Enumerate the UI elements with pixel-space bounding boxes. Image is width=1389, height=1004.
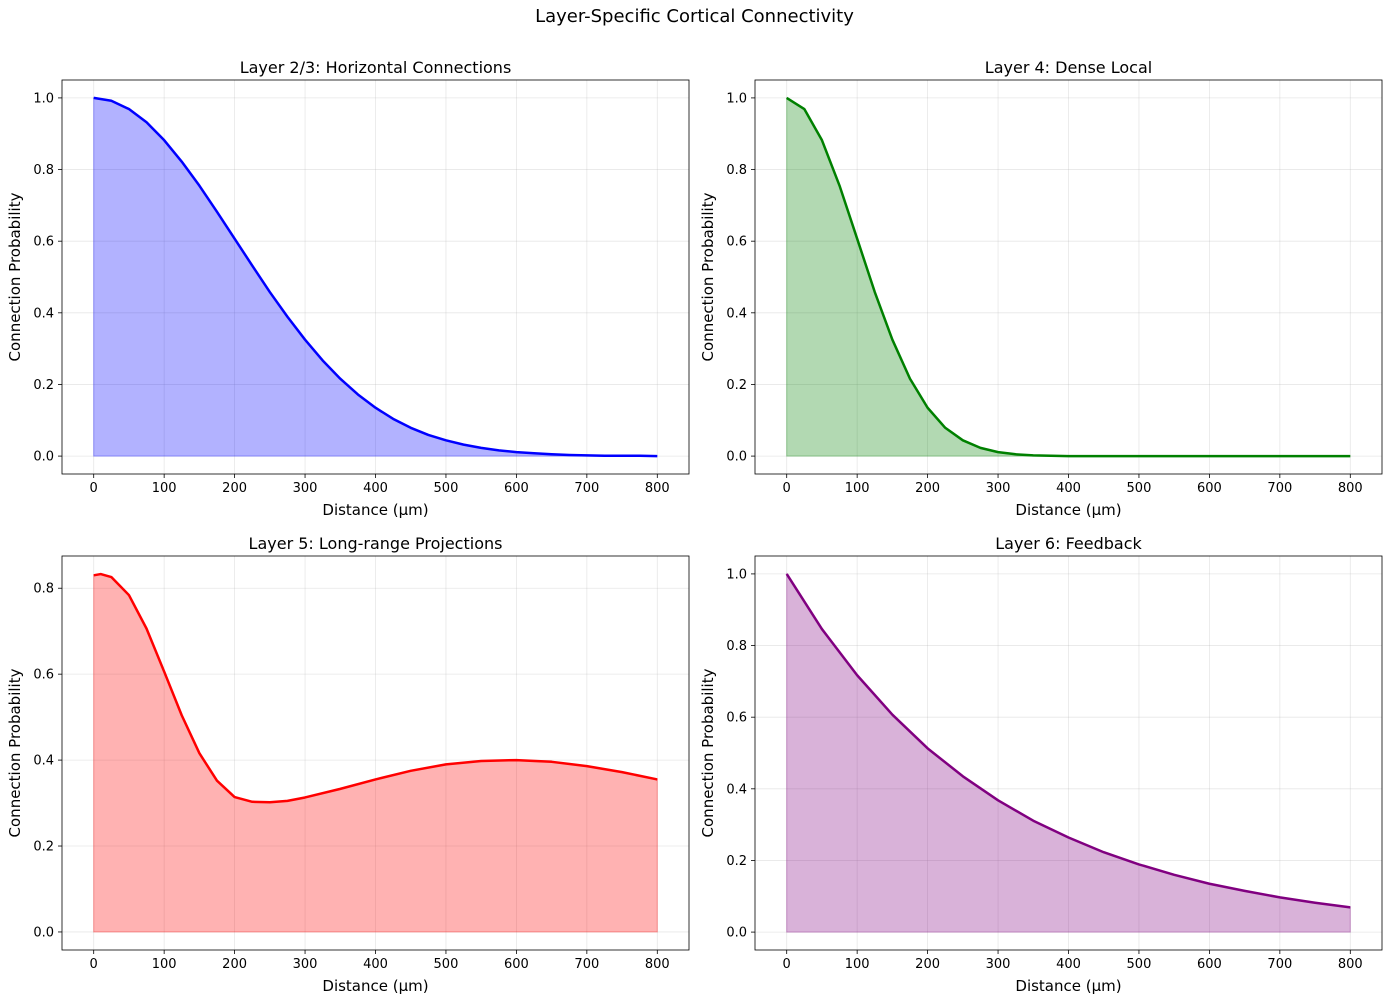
subplot-title: Layer 5: Long-range Projections bbox=[249, 534, 503, 553]
x-tick-label: 800 bbox=[1338, 957, 1363, 972]
x-axis-label: Distance (μm) bbox=[322, 977, 428, 995]
y-tick-label: 0.6 bbox=[33, 668, 54, 683]
x-tick-label: 600 bbox=[1197, 957, 1222, 972]
x-tick-label: 700 bbox=[1267, 957, 1292, 972]
y-tick-label: 0.2 bbox=[33, 840, 54, 855]
y-tick-label: 1.0 bbox=[726, 91, 747, 106]
x-tick-label: 300 bbox=[293, 957, 318, 972]
x-tick-label: 500 bbox=[1127, 957, 1152, 972]
x-tick-label: 200 bbox=[915, 481, 940, 496]
x-tick-label: 600 bbox=[504, 957, 529, 972]
x-tick-label: 500 bbox=[1127, 481, 1152, 496]
y-tick-label: 0.2 bbox=[726, 378, 747, 393]
y-tick-label: 0.8 bbox=[33, 582, 54, 597]
y-tick-label: 0.0 bbox=[726, 926, 747, 941]
subplot-layer-2-3: 0 100 200 300 400 500 600 700 800 0.0 0.2 0.4 0.6 0.8… bbox=[6, 58, 690, 519]
subplot-layer-6: 0 100 200 300 400 500 600 700 800 0.0 0.2 0.4 0.6 0.8… bbox=[699, 534, 1383, 995]
x-tick-label: 400 bbox=[363, 481, 388, 496]
x-axis-label: Distance (μm) bbox=[322, 501, 428, 519]
x-tick-label: 800 bbox=[645, 957, 670, 972]
subplot-title: Layer 4: Dense Local bbox=[985, 58, 1152, 77]
x-tick-label: 200 bbox=[222, 481, 247, 496]
figure-title: Layer-Specific Cortical Connectivity bbox=[535, 6, 854, 27]
y-tick-label: 0.4 bbox=[33, 306, 54, 321]
x-tick-label: 700 bbox=[574, 481, 599, 496]
x-tick-label: 0 bbox=[783, 481, 791, 496]
series-line bbox=[93, 96, 658, 458]
y-tick-label: 0.6 bbox=[726, 235, 747, 250]
y-tick-label: 0.4 bbox=[726, 306, 747, 321]
x-tick-label: 100 bbox=[845, 481, 870, 496]
x-tick-label: 800 bbox=[1338, 481, 1363, 496]
x-tick-label: 200 bbox=[222, 957, 247, 972]
x-tick-label: 300 bbox=[293, 481, 318, 496]
y-tick-label: 0.8 bbox=[726, 163, 747, 178]
y-tick-label: 0.2 bbox=[726, 854, 747, 869]
x-tick-label: 300 bbox=[986, 957, 1011, 972]
x-tick-label: 700 bbox=[574, 957, 599, 972]
x-tick-label: 100 bbox=[152, 957, 177, 972]
y-tick-label: 1.0 bbox=[726, 567, 747, 582]
x-tick-label: 200 bbox=[915, 957, 940, 972]
y-tick-label: 0.0 bbox=[33, 450, 54, 465]
x-tick-label: 0 bbox=[90, 481, 98, 496]
x-tick-label: 600 bbox=[504, 481, 529, 496]
y-tick-label: 0.0 bbox=[726, 450, 747, 465]
y-tick-label: 0.4 bbox=[33, 754, 54, 769]
y-tick-label: 0.4 bbox=[726, 782, 747, 797]
x-tick-label: 400 bbox=[1056, 957, 1081, 972]
series-line bbox=[786, 96, 1351, 458]
y-tick-label: 0.8 bbox=[33, 163, 54, 178]
y-tick-label: 0.6 bbox=[726, 711, 747, 726]
subplot-title: Layer 2/3: Horizontal Connections bbox=[240, 58, 512, 77]
subplot-title: Layer 6: Feedback bbox=[995, 534, 1142, 553]
x-tick-label: 300 bbox=[986, 481, 1011, 496]
y-tick-label: 0.2 bbox=[33, 378, 54, 393]
y-tick-label: 0.0 bbox=[33, 925, 54, 940]
series-line bbox=[785, 573, 1351, 909]
x-tick-label: 400 bbox=[363, 957, 388, 972]
y-tick-label: 1.0 bbox=[33, 91, 54, 106]
subplot-layer-4: 0 100 200 300 400 500 600 700 800 0.0 0.2 0.4 0.6 0.8… bbox=[699, 58, 1383, 519]
x-axis-label: Distance (μm) bbox=[1015, 977, 1121, 995]
y-axis-label: Connection Probability bbox=[6, 192, 24, 361]
x-tick-label: 0 bbox=[783, 957, 791, 972]
y-axis-label: Connection Probability bbox=[699, 668, 717, 837]
series-line bbox=[93, 572, 658, 804]
y-tick-label: 0.8 bbox=[726, 639, 747, 654]
x-tick-label: 100 bbox=[845, 957, 870, 972]
x-tick-label: 0 bbox=[90, 957, 98, 972]
x-tick-label: 600 bbox=[1197, 481, 1222, 496]
x-tick-label: 700 bbox=[1267, 481, 1292, 496]
x-tick-label: 400 bbox=[1056, 481, 1081, 496]
y-tick-label: 0.6 bbox=[33, 235, 54, 250]
x-axis-label: Distance (μm) bbox=[1015, 501, 1121, 519]
x-tick-label: 100 bbox=[152, 481, 177, 496]
x-tick-label: 800 bbox=[645, 481, 670, 496]
x-tick-label: 500 bbox=[434, 481, 459, 496]
y-axis-label: Connection Probability bbox=[699, 192, 717, 361]
y-axis-label: Connection Probability bbox=[6, 668, 24, 837]
subplot-layer-5: 0 100 200 300 400 500 600 700 800 0.0 0.2 0.4 0.6 0.8… bbox=[6, 534, 690, 995]
x-tick-label: 500 bbox=[434, 957, 459, 972]
